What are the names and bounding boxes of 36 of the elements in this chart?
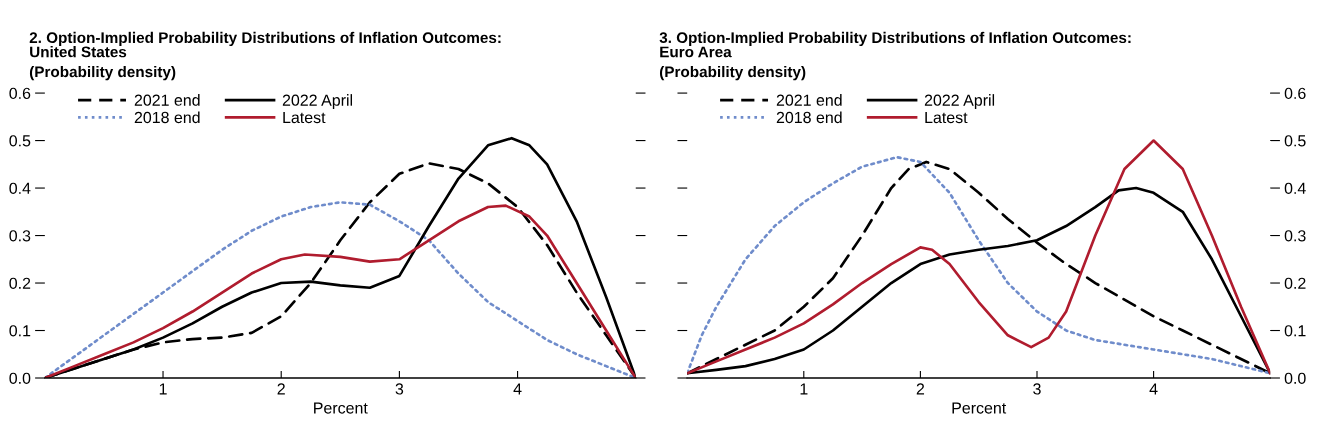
x-tick-label: 1 [159,383,167,395]
x-tick-label: 4 [1149,383,1158,395]
legend-label: 2021 end [776,94,842,106]
y2-tick-label: 0.3 [1284,230,1306,242]
y-tick-label: 0.4 [9,182,31,194]
y-tick-label: 0.1 [9,325,31,337]
legend-label: 2018 end [134,111,200,124]
y2-tick-label: 0.2 [1284,277,1306,289]
legend-label: 2018 end [776,111,842,124]
y-tick-label: 0.3 [9,230,31,242]
legend-label: 2021 end [134,94,200,106]
y-tick-label: 0.2 [9,277,31,289]
x-tick-label: 2 [916,383,925,395]
x-tick-label: 3 [1033,383,1041,395]
y2-tick-label: 0.5 [1284,135,1306,147]
x-axis-title: Percent [952,402,1007,414]
legend-label: Latest [925,111,968,124]
x-tick-label: 1 [800,383,808,395]
x-axis-title: Percent [314,402,368,414]
chart-subtitle: (Probability density) [29,66,176,81]
y2-tick-label: 0.6 [1284,87,1306,100]
y-tick-label: 0.5 [9,135,31,147]
y2-tick-label: 0.1 [1284,325,1306,337]
y-tick-label: 0.0 [9,372,31,384]
x-tick-label: 3 [395,383,404,395]
chart-title: 2. Option-Implied Probability Distributions of Inflation Outcomes: United States [29,31,501,58]
legend-label: 2022 April [924,94,995,110]
x-tick-label: 2 [277,383,285,395]
y2-tick-label: 0.4 [1284,182,1306,194]
legend-label: 2022 April [282,94,353,110]
legend-label: Latest [283,111,326,124]
x-tick-label: 4 [513,383,522,395]
y2-tick-label: 0.0 [1284,372,1306,384]
chart-subtitle: (Probability density) [659,66,806,81]
chart-title: 3. Option-Implied Probability Distributions of Inflation Outcomes: Euro Area [659,31,1131,58]
y-tick-label: 0.6 [9,87,31,100]
